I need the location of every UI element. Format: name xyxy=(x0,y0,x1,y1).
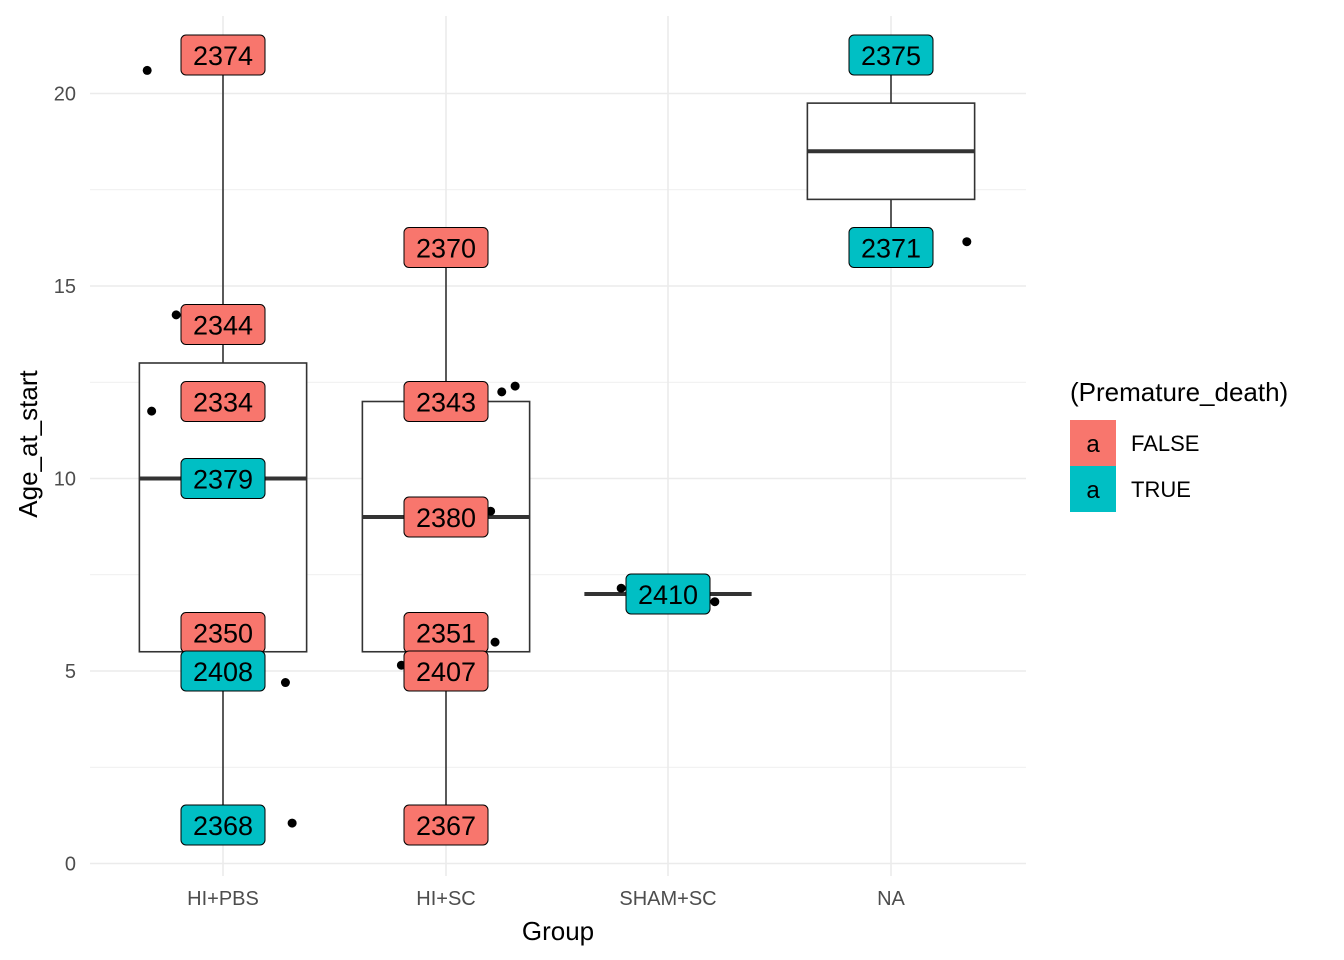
point-label: 2375 xyxy=(848,34,934,76)
point-label: 2374 xyxy=(180,34,266,76)
point-label: 2351 xyxy=(403,612,489,653)
y-tick-label: 0 xyxy=(65,854,76,876)
point-label-box xyxy=(403,496,489,538)
y-axis-ticks: 0 5 10 15 20 xyxy=(54,84,76,876)
point-label: 2371 xyxy=(848,227,934,268)
point-label: 2380 xyxy=(403,496,489,538)
point-label-box xyxy=(403,804,489,846)
point-label-text: 2380 xyxy=(416,503,476,533)
data-point xyxy=(962,237,972,247)
point-label-text: 2370 xyxy=(416,234,476,264)
data-point xyxy=(147,406,157,416)
legend-title: (Premature_death) xyxy=(1070,377,1288,407)
point-label-text: 2350 xyxy=(193,619,253,649)
point-label-text: 2368 xyxy=(193,811,253,841)
point-label: 2334 xyxy=(180,381,266,422)
point-label-text: 2410 xyxy=(638,580,698,610)
data-point xyxy=(490,637,500,647)
x-tick-label: HI+PBS xyxy=(187,888,259,910)
point-label-box xyxy=(180,304,266,345)
x-tick-label: HI+SC xyxy=(416,888,475,910)
point-label-box xyxy=(403,650,489,692)
legend-key xyxy=(1070,466,1116,512)
point-label-text: 2379 xyxy=(193,465,253,495)
point-label-box xyxy=(403,227,489,268)
point-label-box xyxy=(180,458,266,499)
x-axis-ticks: HI+PBS HI+SC SHAM+SC NA xyxy=(187,888,905,910)
data-point xyxy=(280,678,290,688)
data-point xyxy=(710,597,720,607)
point-label-text: 2343 xyxy=(416,388,476,418)
point-label-box xyxy=(403,381,489,422)
point-label-text: 2375 xyxy=(861,41,921,71)
point-label: 2410 xyxy=(625,573,711,615)
point-label: 2408 xyxy=(180,650,266,692)
point-labels: 2374 2344 2334 2379 2350 2408 2368 2370 2343 2380… xyxy=(180,34,934,846)
point-label-text: 2344 xyxy=(193,311,253,341)
point-label-box xyxy=(848,34,934,76)
point-label: 2407 xyxy=(403,650,489,692)
point-label: 2350 xyxy=(180,612,266,653)
point-label-box xyxy=(180,650,266,692)
point-label-box xyxy=(180,804,266,846)
point-label-text: 2407 xyxy=(416,657,476,687)
data-point xyxy=(171,310,181,320)
legend-label: TRUE xyxy=(1131,477,1191,502)
point-label-box xyxy=(180,381,266,422)
x-tick-label: SHAM+SC xyxy=(619,888,716,910)
point-label-text: 2408 xyxy=(193,657,253,687)
point-label-text: 2351 xyxy=(416,619,476,649)
legend-entry: a TRUE xyxy=(1070,466,1191,512)
point-label: 2343 xyxy=(403,381,489,422)
y-axis-title: Age_at_start xyxy=(13,370,43,518)
data-point xyxy=(287,818,297,828)
legend-label: FALSE xyxy=(1131,431,1199,456)
point-label: 2344 xyxy=(180,304,266,345)
jitter-points xyxy=(142,65,972,828)
y-tick-label: 15 xyxy=(54,276,76,298)
point-label: 2370 xyxy=(403,227,489,268)
box xyxy=(806,55,976,248)
point-label: 2379 xyxy=(180,458,266,499)
point-label-box xyxy=(848,227,934,268)
boxes xyxy=(138,55,976,825)
legend: (Premature_death) a FALSE a TRUE xyxy=(1070,377,1288,512)
legend-key xyxy=(1070,420,1116,466)
point-label-box xyxy=(180,34,266,76)
x-tick-label: NA xyxy=(877,888,905,910)
x-axis-title: Group xyxy=(522,916,594,946)
point-label: 2368 xyxy=(180,804,266,846)
data-point xyxy=(142,65,152,75)
box xyxy=(138,55,308,825)
y-tick-label: 10 xyxy=(54,469,76,491)
data-point xyxy=(510,381,520,391)
y-tick-label: 20 xyxy=(54,84,76,106)
legend-key-glyph: a xyxy=(1086,477,1100,504)
point-label-text: 2367 xyxy=(416,811,476,841)
data-point xyxy=(497,387,507,397)
point-label-text: 2334 xyxy=(193,388,253,418)
point-label-text: 2374 xyxy=(193,41,253,71)
data-point xyxy=(616,583,626,593)
legend-entry: a FALSE xyxy=(1070,420,1199,466)
y-tick-label: 5 xyxy=(65,661,76,683)
point-label: 2367 xyxy=(403,804,489,846)
point-label-text: 2371 xyxy=(861,234,921,264)
legend-key-glyph: a xyxy=(1086,431,1100,458)
point-label-box xyxy=(625,573,711,615)
